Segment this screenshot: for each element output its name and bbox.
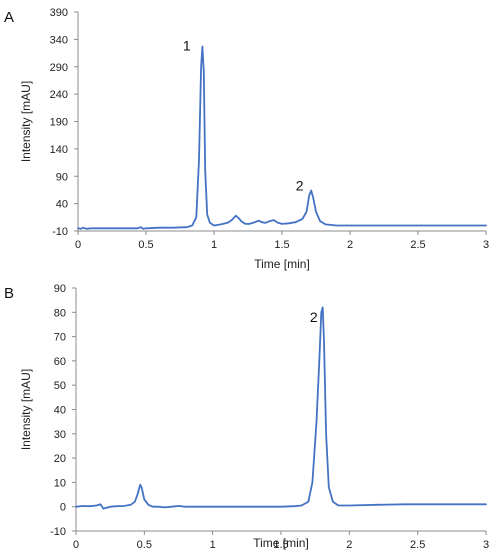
x-tick-label: 3 xyxy=(483,239,489,251)
y-tick-label: -10 xyxy=(52,226,68,238)
y-axis-title: Intensity [mAU] xyxy=(19,369,33,450)
x-tick-label: 1 xyxy=(210,539,216,550)
panel-label: A xyxy=(4,9,14,26)
x-tick-label: 0 xyxy=(75,239,81,251)
x-tick-label: 2 xyxy=(346,539,352,550)
y-tick-label: 90 xyxy=(56,171,68,183)
y-axis-title: Intensity [mAU] xyxy=(19,81,33,162)
x-tick-label: 2.5 xyxy=(410,539,425,550)
chart-panel-b: B 0 0.5 1 1.5 2 2.5 3 -10 0 10 20 30 40 50 60 70 80 90 Time… xyxy=(4,283,489,550)
peak-label: 2 xyxy=(310,309,318,325)
x-tick-label: 2 xyxy=(347,239,353,251)
x-axis-title: Time [min] xyxy=(254,257,310,271)
y-tick-label: 40 xyxy=(54,405,66,417)
y-tick-label: 0 xyxy=(60,502,66,514)
x-tick-label: 1.5 xyxy=(274,239,289,251)
x-tick-label: 1 xyxy=(211,239,217,251)
panel-label: B xyxy=(4,285,14,302)
y-tick-label: 140 xyxy=(50,144,68,156)
y-tick-label: 190 xyxy=(50,117,68,129)
chromatogram-trace xyxy=(77,45,487,230)
y-tick-label: 390 xyxy=(50,7,68,19)
y-tick-label: 340 xyxy=(50,34,68,46)
y-tick-label: 70 xyxy=(54,332,66,344)
peak-label: 1 xyxy=(183,37,191,53)
y-tick-label: 30 xyxy=(54,429,66,441)
y-tick-label: 290 xyxy=(50,62,68,74)
y-tick-label: 60 xyxy=(54,356,66,368)
chart-panel-a: A 0 0.5 1 1.5 2 2.5 3 -10 40 90 140 190 240 290 340 390 T… xyxy=(4,7,489,271)
y-tick-label: 90 xyxy=(54,283,66,295)
y-tick-label: 50 xyxy=(54,380,66,392)
y-tick-label: 40 xyxy=(56,199,68,211)
y-tick-label: 10 xyxy=(54,477,66,489)
y-tick-label: 20 xyxy=(54,453,66,465)
peak-label: 2 xyxy=(296,177,304,193)
y-tick-label: -10 xyxy=(50,526,66,538)
x-axis-title: Time [min] xyxy=(253,536,309,550)
x-tick-label: 3 xyxy=(483,539,489,550)
x-tick-label: 0.5 xyxy=(137,539,152,550)
chromatogram-trace xyxy=(75,306,487,510)
x-tick-label: 2.5 xyxy=(410,239,425,251)
x-tick-label: 1.5 xyxy=(273,539,288,550)
y-tick-label: 80 xyxy=(54,307,66,319)
y-tick-label: 240 xyxy=(50,89,68,101)
x-tick-label: 0 xyxy=(73,539,79,550)
x-tick-label: 0.5 xyxy=(138,239,153,251)
